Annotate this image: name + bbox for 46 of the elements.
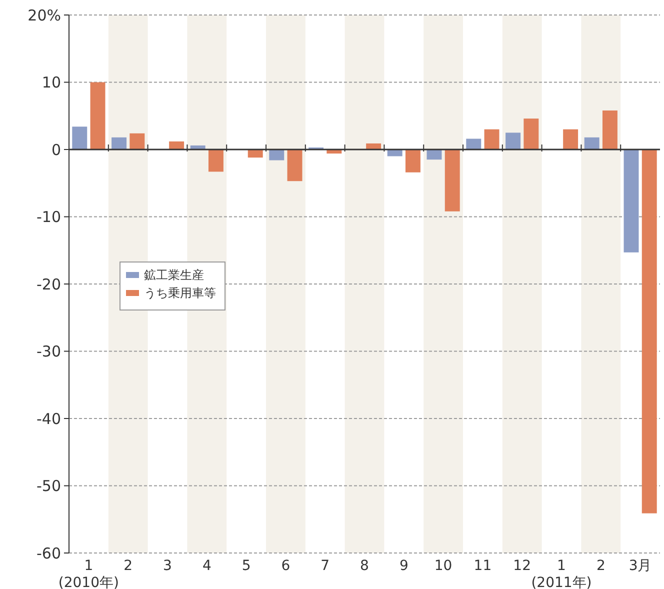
y-tick-label: -40 xyxy=(36,410,61,428)
x-tick-label: 5 xyxy=(242,558,251,574)
y-tick-label: -10 xyxy=(36,208,61,226)
y-tick-label: -20 xyxy=(36,275,61,294)
bar xyxy=(506,132,521,150)
x-tick-label: 1 (2010年) xyxy=(58,558,119,589)
y-tick-label: -30 xyxy=(36,342,61,360)
bar xyxy=(563,129,578,150)
y-tick-label: -60 xyxy=(36,544,61,562)
x-tick-label: 10 xyxy=(434,558,452,574)
bar xyxy=(208,150,224,172)
x-tick-label: 2 xyxy=(596,558,606,574)
x-tick-label: 3 xyxy=(163,558,172,574)
bar xyxy=(72,126,88,150)
bar xyxy=(524,118,539,150)
x-tick-label: 4 xyxy=(202,558,212,574)
bar xyxy=(642,150,657,514)
bar xyxy=(169,141,184,150)
x-tick-label: 1 (2011年) xyxy=(531,558,592,589)
bar xyxy=(484,129,500,150)
x-tick-label: 9 xyxy=(399,558,408,574)
bar xyxy=(466,138,482,150)
x-tick-label: 6 xyxy=(281,558,290,574)
bar xyxy=(444,150,460,212)
y-tick-label: 0 xyxy=(51,140,61,159)
bar xyxy=(287,150,302,182)
legend-label: うち乗用車等 xyxy=(144,286,216,300)
bar xyxy=(90,82,106,150)
bar xyxy=(602,110,618,150)
x-tick-label: 11 xyxy=(474,558,492,574)
x-tick-label: 12 xyxy=(513,558,532,574)
bar xyxy=(624,150,639,252)
y-tick-label: 20% xyxy=(28,6,61,24)
x-tick-label: 2 xyxy=(124,558,133,574)
bar xyxy=(130,133,145,150)
y-tick-label: -50 xyxy=(36,477,61,495)
bar xyxy=(366,143,382,150)
x-tick-label: 7 xyxy=(320,558,330,574)
x-tick-label: 3月 xyxy=(628,558,652,574)
legend-label: 鉱工業生産 xyxy=(144,268,204,282)
bar xyxy=(112,137,127,150)
bar xyxy=(405,150,420,172)
bar xyxy=(584,137,600,150)
x-tick-label: 8 xyxy=(360,558,369,574)
bar xyxy=(269,150,284,160)
y-tick-label: 10 xyxy=(42,74,61,92)
